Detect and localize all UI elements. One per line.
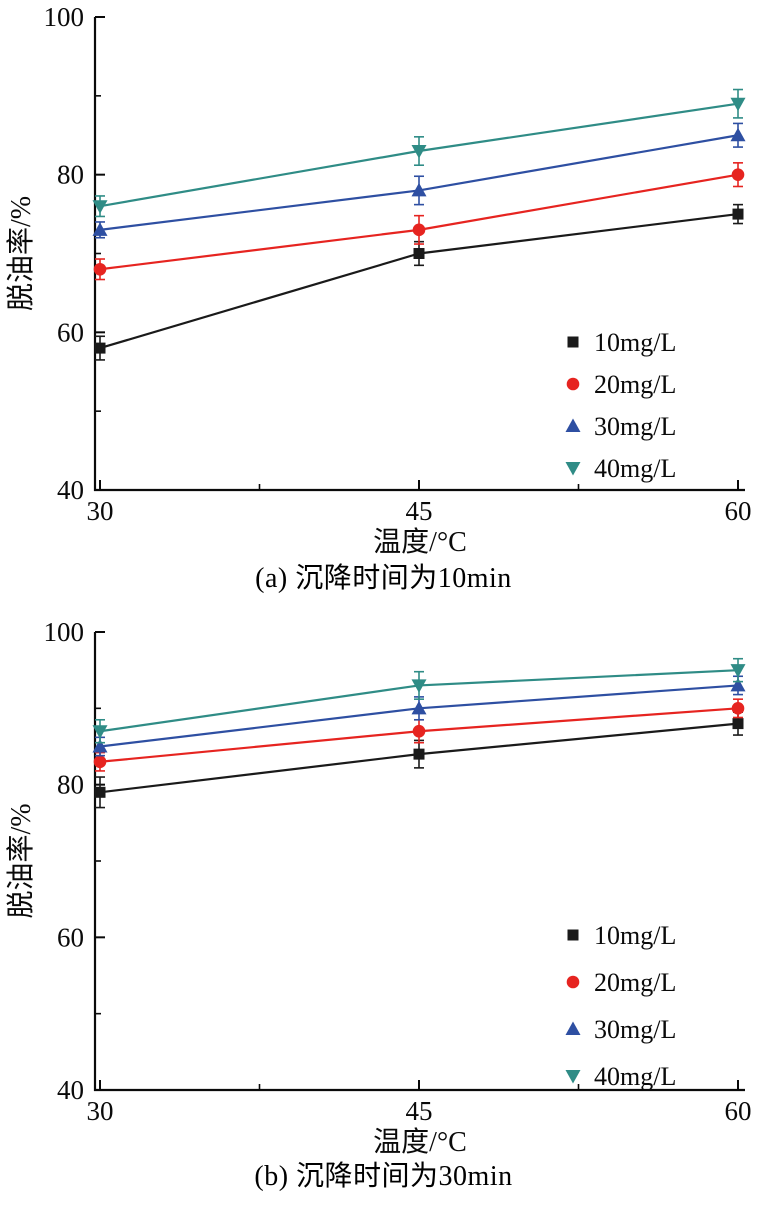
chart-a-canvas: 40 60 80 100 30 45 60 温度/°C 脱油率/% 10mg/L 20mg/L 30m… (5, 2, 752, 558)
data-point-triangle-down-icon (730, 664, 746, 678)
data-point-square-icon (413, 248, 425, 259)
data-point-circle-icon (731, 702, 745, 715)
data-point-circle-icon (412, 724, 426, 738)
data-point-triangle-up-icon (730, 127, 746, 142)
y-axis-title: 脱油率/% (5, 803, 37, 918)
chart-a-caption: (a) 沉降时间为10min (255, 563, 512, 594)
data-point-square-icon (94, 786, 106, 798)
legend-triangle-down-icon (565, 1070, 581, 1084)
x-tick-label: 45 (406, 1096, 433, 1126)
data-point-triangle-down-icon (730, 97, 746, 112)
x-tick-label: 30 (87, 496, 114, 526)
data-point-square-icon (94, 342, 106, 354)
x-tick-label: 60 (725, 1096, 752, 1126)
legend-label: 20mg/L (594, 370, 676, 399)
y-tick-label: 60 (57, 922, 84, 952)
chart-b-settling-30min: 40 60 80 100 30 45 60 温度/°C 脱油率/% 10mg/L 20mg/L 30m… (0, 602, 767, 1205)
data-point-triangle-down-icon (411, 145, 427, 159)
chart-a-settling-10min: 40 60 80 100 30 45 60 温度/°C 脱油率/% 10mg/L 20mg/L 30m… (0, 0, 767, 602)
x-axis-title: 温度/°C (373, 1126, 467, 1158)
data-point-circle-icon (412, 223, 426, 237)
legend-circle-icon (566, 377, 580, 391)
y-tick-label: 80 (57, 770, 84, 800)
data-point-circle-icon (93, 755, 107, 769)
x-axis-title: 温度/°C (373, 526, 467, 558)
data-point-triangle-up-icon (411, 182, 427, 197)
legend-circle-icon (566, 975, 580, 989)
data-point-triangle-down-icon (92, 725, 108, 739)
legend-label: 20mg/L (594, 968, 676, 997)
y-tick-label: 100 (44, 617, 85, 647)
legend-label: 10mg/L (594, 921, 676, 950)
legend-triangle-up-icon (565, 418, 581, 432)
y-tick-label: 40 (57, 475, 84, 505)
legend-label: 10mg/L (594, 328, 676, 357)
data-point-triangle-up-icon (730, 677, 746, 692)
legend-label: 40mg/L (594, 1062, 676, 1091)
legend-triangle-down-icon (565, 462, 581, 476)
y-tick-label: 40 (57, 1075, 84, 1105)
y-tick-label: 60 (57, 317, 84, 347)
legend-label: 30mg/L (594, 1015, 676, 1044)
data-point-triangle-down-icon (92, 200, 108, 214)
data-point-square-icon (732, 208, 744, 220)
x-tick-label: 30 (87, 1096, 114, 1126)
chart-b-canvas: 40 60 80 100 30 45 60 温度/°C 脱油率/% 10mg/L 20mg/L 30m… (5, 617, 752, 1158)
data-point-square-icon (413, 748, 425, 760)
y-axis-title: 脱油率/% (5, 196, 37, 311)
legend-square-icon (567, 336, 579, 348)
x-tick-label: 60 (725, 496, 752, 526)
legend-label: 30mg/L (594, 412, 676, 441)
y-tick-label: 100 (44, 2, 85, 32)
data-point-circle-icon (731, 168, 745, 181)
data-point-circle-icon (93, 262, 107, 276)
data-point-triangle-up-icon (92, 222, 108, 236)
data-point-square-icon (732, 718, 744, 730)
data-point-triangle-down-icon (411, 679, 427, 693)
x-tick-label: 45 (406, 496, 433, 526)
data-point-triangle-up-icon (411, 700, 427, 715)
data-point-triangle-up-icon (92, 739, 108, 753)
legend-label: 40mg/L (594, 454, 676, 483)
legend-square-icon (567, 929, 579, 941)
legend-triangle-up-icon (565, 1021, 581, 1035)
chart-b-caption: (b) 沉降时间为30min (254, 1161, 513, 1192)
y-tick-label: 80 (57, 160, 84, 190)
